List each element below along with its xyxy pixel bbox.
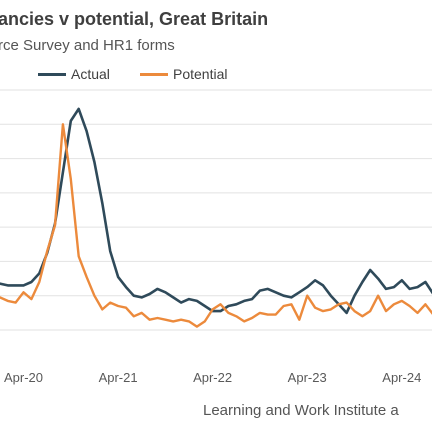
series-lines [0, 107, 432, 328]
x-tick-label-0: Apr-20 [4, 370, 43, 385]
x-tick-label-2: Apr-22 [193, 370, 232, 385]
gridlines [0, 89, 432, 331]
legend-item-actual: Actual [38, 66, 110, 82]
legend-swatch-potential [140, 72, 168, 76]
x-axis-ticks: Apr-20 Apr-21 Apr-22 Apr-23 Apr-24 [4, 370, 421, 385]
legend-label-potential: Potential [173, 66, 228, 82]
legend-label-actual: Actual [71, 66, 110, 82]
chart-title: ancies v potential, Great Britain [0, 9, 269, 29]
chart-source: Learning and Work Institute a [203, 402, 399, 419]
x-tick-label-3: Apr-23 [288, 370, 327, 385]
legend-swatch-actual [38, 72, 66, 76]
chart-subtitle: rce Survey and HR1 forms [0, 37, 175, 54]
x-tick-label-4: Apr-24 [382, 370, 421, 385]
series-line-potential [0, 123, 432, 328]
legend-item-potential: Potential [140, 66, 227, 82]
x-tick-label-1: Apr-21 [99, 370, 138, 385]
